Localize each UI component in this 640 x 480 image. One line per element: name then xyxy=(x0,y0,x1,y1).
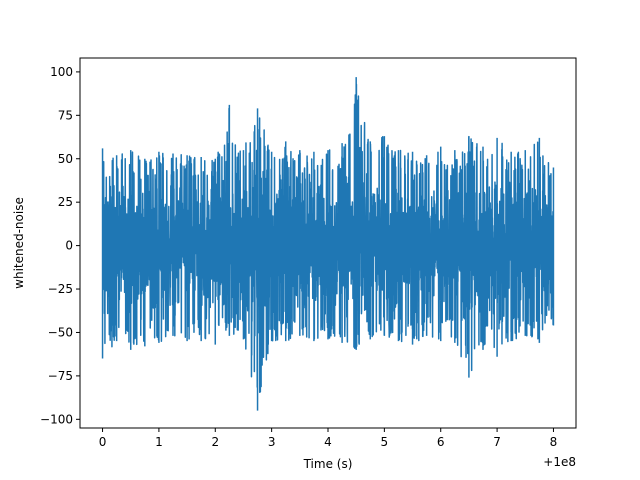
y-tick-label: −100 xyxy=(40,412,73,426)
x-axis-offset-label: +1e8 xyxy=(543,455,576,469)
x-tick-label: 1 xyxy=(155,435,163,449)
series-line xyxy=(101,77,555,411)
y-tick-label: −75 xyxy=(48,369,73,383)
x-tick-label: 6 xyxy=(437,435,445,449)
y-tick-label: 75 xyxy=(58,108,73,122)
x-tick-label: 7 xyxy=(493,435,501,449)
x-tick-label: 0 xyxy=(99,435,107,449)
y-axis-title: whitened-noise xyxy=(12,197,26,289)
y-tick-label: −25 xyxy=(48,282,73,296)
x-tick-label: 4 xyxy=(324,435,332,449)
y-tick-label: −50 xyxy=(48,325,73,339)
x-tick-label: 2 xyxy=(211,435,219,449)
x-tick-label: 3 xyxy=(268,435,276,449)
y-tick-label: 50 xyxy=(58,152,73,166)
y-axis: −100 −75 −50 −25 0 25 50 75 100 xyxy=(40,65,80,426)
y-tick-label: 0 xyxy=(65,239,73,253)
y-tick-label: 25 xyxy=(58,195,73,209)
y-tick-label: 100 xyxy=(50,65,73,79)
x-axis-title: Time (s) xyxy=(303,457,353,471)
x-tick-label: 8 xyxy=(550,435,558,449)
whitened-noise-series xyxy=(101,77,555,411)
x-axis: 0 1 2 3 4 5 6 7 8 xyxy=(99,428,558,449)
x-tick-label: 5 xyxy=(381,435,389,449)
